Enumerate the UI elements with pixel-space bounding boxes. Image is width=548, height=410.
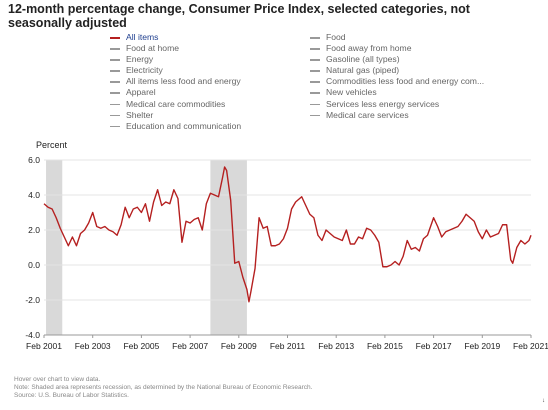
source-note: Source: U.S. Bureau of Labor Statistics.: [14, 392, 129, 399]
legend-swatch: [310, 59, 320, 61]
legend-column-right: Food Food away from home Gasoline (all typ…: [310, 32, 484, 121]
legend-label: All items less food and energy: [126, 76, 241, 87]
x-tick-label: Feb 2001: [26, 341, 62, 351]
legend-swatch: [310, 103, 320, 106]
legend-label: Gasoline (all types): [326, 54, 400, 65]
legend-item[interactable]: Food away from home: [310, 43, 484, 54]
y-tick-label: -2.0: [25, 295, 40, 305]
legend-item[interactable]: Services less energy services: [310, 99, 484, 110]
x-tick-label: Feb 2007: [172, 341, 208, 351]
y-tick-label: 2.0: [28, 225, 40, 235]
y-tick-label: 4.0: [28, 190, 40, 200]
legend-swatch: [310, 114, 320, 117]
legend-label: Food away from home: [326, 43, 412, 54]
legend-label: New vehicles: [326, 87, 377, 98]
legend-swatch: [110, 48, 120, 50]
legend-label: Medical care services: [326, 109, 409, 120]
corner-mark: ↓: [542, 398, 545, 404]
recession-note: Note: Shaded area represents recession, …: [14, 384, 313, 391]
legend-item[interactable]: Shelter: [110, 110, 241, 121]
legend-label: All items: [126, 32, 159, 42]
legend-column-left: All items Food at home Energy Electricity Al…: [110, 32, 241, 132]
legend-item[interactable]: All items less food and energy: [110, 76, 241, 87]
legend-swatch: [110, 125, 120, 128]
x-tick-label: Feb 2011: [270, 341, 306, 351]
legend-label: Services less energy services: [326, 98, 440, 109]
x-tick-label: Feb 2013: [318, 341, 354, 351]
legend-label: Apparel: [126, 87, 156, 98]
legend-label: Electricity: [126, 65, 163, 76]
legend-label: Natural gas (piped): [326, 65, 400, 76]
legend-label: Education and communication: [126, 120, 242, 131]
x-tick-label: Feb 2021: [513, 341, 548, 351]
legend-swatch: [310, 70, 320, 72]
legend-swatch: [310, 48, 320, 50]
legend-label: Food at home: [126, 43, 180, 54]
legend-label: Commodities less food and energy com...: [326, 76, 485, 87]
legend-item[interactable]: Education and communication: [110, 121, 241, 132]
x-tick-label: Feb 2003: [75, 341, 111, 351]
legend-item[interactable]: All items: [110, 32, 241, 43]
legend-swatch: [110, 37, 120, 39]
x-tick-label: Feb 2015: [367, 341, 403, 351]
legend-swatch: [110, 81, 120, 83]
legend-item[interactable]: Energy: [110, 54, 241, 65]
legend-item[interactable]: Medical care commodities: [110, 99, 241, 110]
x-tick-label: Feb 2005: [123, 341, 159, 351]
legend-item[interactable]: Medical care services: [310, 110, 484, 121]
legend-swatch: [110, 92, 120, 95]
legend-label: Food: [326, 32, 346, 42]
legend-item[interactable]: Food at home: [110, 43, 241, 54]
x-tick-label: Feb 2009: [221, 341, 257, 351]
legend-item[interactable]: Food: [310, 32, 484, 43]
legend-swatch: [310, 92, 320, 95]
hover-hint: Hover over chart to view data.: [14, 376, 101, 383]
legend-item[interactable]: New vehicles: [310, 87, 484, 98]
y-tick-label: -4.0: [25, 330, 40, 340]
recession-band: [46, 160, 63, 335]
y-tick-label: 6.0: [28, 155, 40, 165]
legend-label: Shelter: [126, 109, 154, 120]
y-axis-label: Percent: [36, 140, 68, 150]
series-line: [43, 166, 532, 303]
x-tick-label: Feb 2017: [416, 341, 452, 351]
legend-swatch: [110, 103, 120, 106]
y-tick-label: 0.0: [28, 260, 40, 270]
x-tick-label: Feb 2019: [464, 341, 500, 351]
chart-title: 12-month percentage change, Consumer Pri…: [8, 2, 470, 30]
legend-swatch: [110, 114, 120, 117]
legend-item[interactable]: Apparel: [110, 87, 241, 98]
legend-swatch: [110, 70, 120, 72]
chart-notes: Hover over chart to view data. Note: Sha…: [14, 376, 312, 400]
legend-item[interactable]: Natural gas (piped): [310, 65, 484, 76]
legend-item[interactable]: Electricity: [110, 65, 241, 76]
legend-swatch: [310, 37, 320, 39]
legend-swatch: [310, 81, 320, 83]
legend-swatch: [110, 59, 120, 61]
legend-label: Energy: [126, 54, 154, 65]
legend-label: Medical care commodities: [126, 98, 226, 109]
legend-item[interactable]: Commodities less food and energy com...: [310, 76, 484, 87]
legend-item[interactable]: Gasoline (all types): [310, 54, 484, 65]
